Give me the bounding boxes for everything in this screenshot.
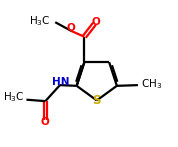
Text: HN: HN — [52, 77, 69, 87]
Text: CH$_3$: CH$_3$ — [141, 77, 162, 91]
Text: H$_3$C: H$_3$C — [3, 91, 25, 104]
Text: O: O — [41, 117, 50, 127]
Text: O: O — [66, 23, 75, 33]
Text: S: S — [93, 94, 101, 107]
Text: O: O — [92, 17, 100, 27]
Text: H$_3$C: H$_3$C — [29, 14, 51, 28]
